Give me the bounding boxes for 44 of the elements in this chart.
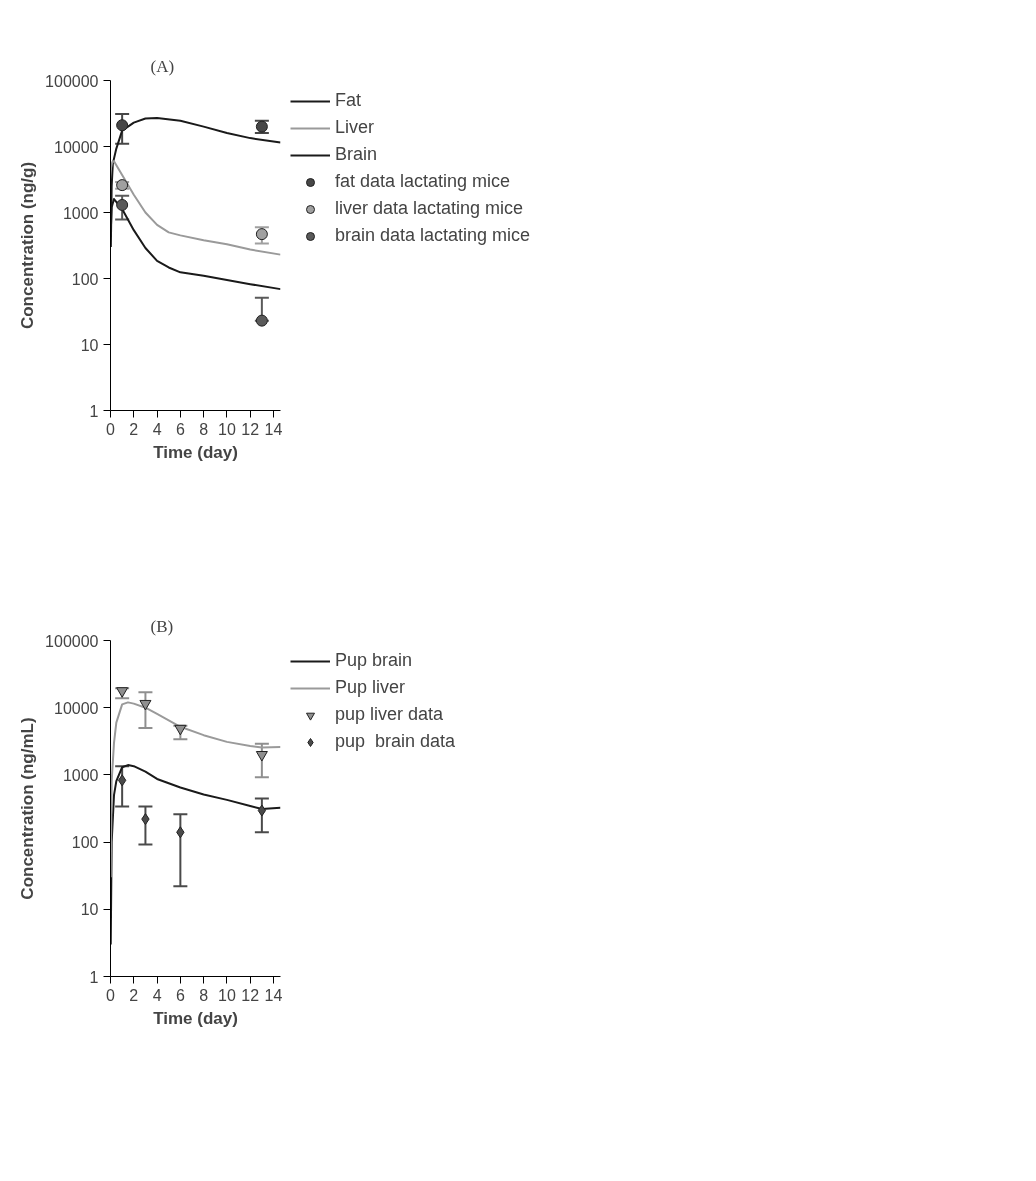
y-tick-label: 100000 (45, 72, 99, 90)
x-tick-label: 4 (152, 420, 162, 438)
y-tick-label: 100000 (45, 632, 99, 650)
y-tick-label: 10000 (54, 138, 99, 156)
x-tick-label: 0 (106, 420, 116, 438)
chart-title: (A) (150, 56, 175, 76)
x-tick-label: 2 (129, 986, 139, 1004)
y-tick-label: 10000 (54, 699, 99, 717)
chart-title: (B) (150, 616, 174, 636)
legend-label: fat data lactating mice (335, 171, 511, 192)
legend-label: Fat (335, 90, 362, 111)
legend-label: pup brain data (335, 731, 456, 752)
legend-label: Pup brain (335, 650, 413, 671)
x-tick-label: 6 (175, 420, 185, 438)
y-tick-label: 100 (71, 834, 99, 852)
x-tick-label: 8 (199, 986, 209, 1004)
y-tick-label: 1000 (62, 204, 99, 222)
y-tick-label: 1 (89, 402, 99, 420)
x-tick-label: 4 (152, 986, 162, 1004)
legend-label: Liver (335, 117, 375, 138)
x-axis-title: Time (day) (153, 1008, 238, 1028)
x-tick-label: 10 (218, 986, 236, 1004)
x-tick-label: 14 (264, 420, 283, 438)
x-tick-label: 10 (218, 420, 236, 438)
legend-label: liver data lactating mice (335, 198, 524, 219)
x-tick-label: 12 (241, 986, 260, 1004)
y-tick-label: 1000 (62, 766, 99, 784)
legend-label: pup liver data (335, 704, 444, 725)
x-tick-label: 12 (241, 420, 260, 438)
y-tick-label: 10 (80, 336, 99, 354)
x-tick-label: 8 (199, 420, 209, 438)
y-tick-label: 1 (89, 968, 99, 986)
y-axis-title: Concentration (ng/mL) (18, 717, 38, 900)
x-tick-label: 2 (129, 420, 139, 438)
x-tick-label: 0 (106, 986, 116, 1004)
legend-label: Brain (335, 144, 378, 165)
x-tick-label: 6 (175, 986, 185, 1004)
y-tick-label: 100 (71, 270, 99, 288)
x-tick-label: 14 (264, 986, 283, 1004)
legend-label: brain data lactating mice (335, 225, 531, 246)
y-tick-label: 10 (80, 901, 99, 919)
x-axis-title: Time (day) (153, 442, 238, 462)
y-axis-title: Concentration (ng/g) (18, 161, 38, 330)
legend-label: Pup liver (335, 677, 406, 698)
